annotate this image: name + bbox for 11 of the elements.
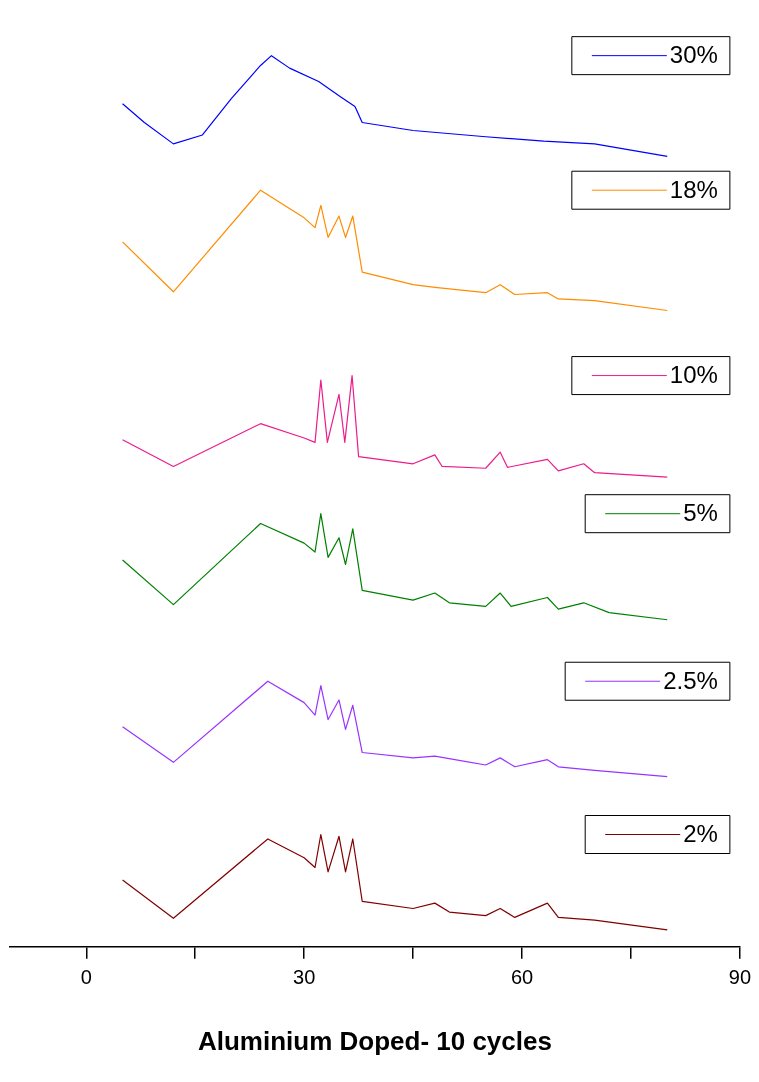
legend-label: 18% bbox=[669, 175, 718, 203]
legend-label: 2.5% bbox=[663, 666, 718, 694]
legend-label: 5% bbox=[683, 499, 718, 527]
legend-label: 2% bbox=[683, 820, 718, 848]
x-axis-title: Aluminium Doped- 10 cycles bbox=[197, 1025, 552, 1056]
x-tick-label: 30 bbox=[293, 966, 316, 989]
legend-label: 30% bbox=[669, 41, 718, 69]
legend-label: 10% bbox=[669, 361, 718, 389]
x-tick-label: 0 bbox=[80, 966, 92, 989]
x-tick-label: 60 bbox=[510, 966, 534, 989]
x-tick-label: 90 bbox=[728, 966, 751, 989]
